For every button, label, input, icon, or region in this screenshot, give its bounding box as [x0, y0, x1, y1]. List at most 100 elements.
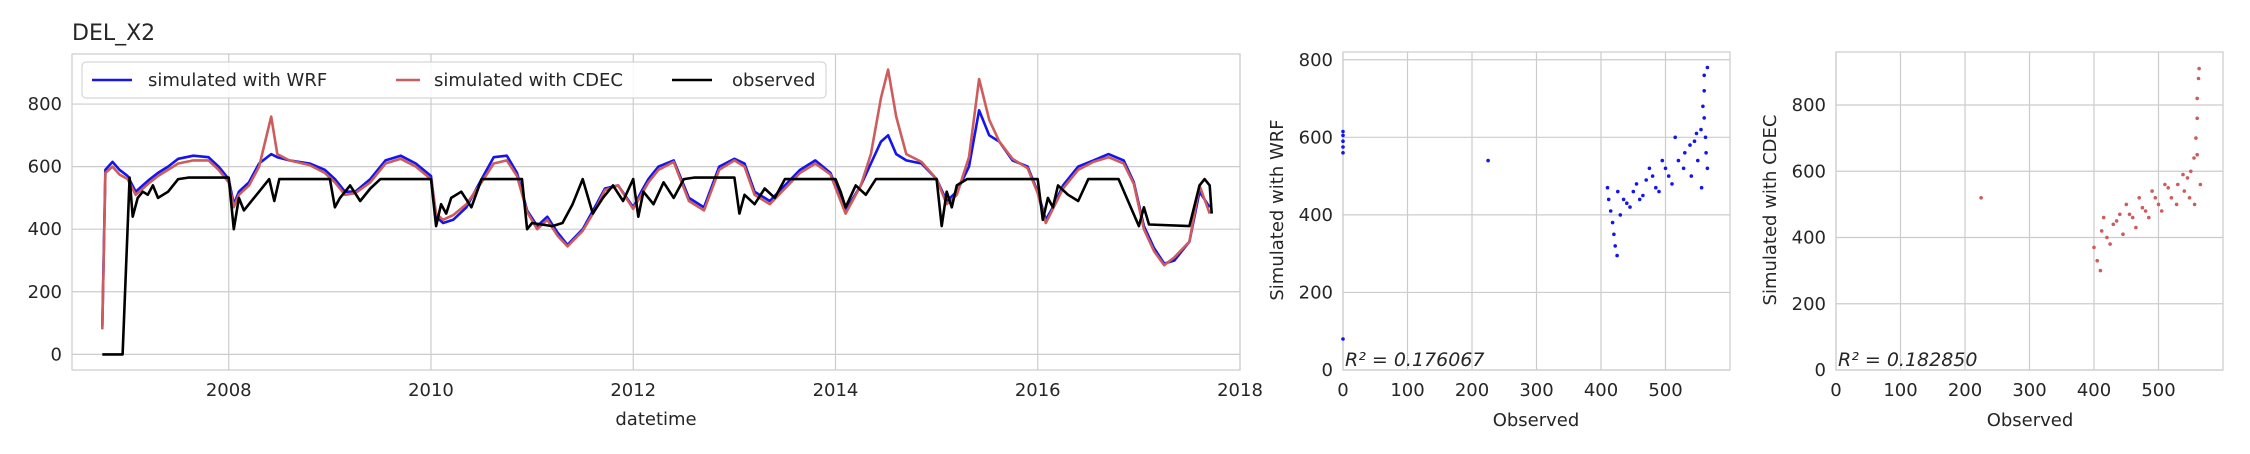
scatter-wrf-point: [1692, 139, 1697, 143]
scatter-cdec-ytick-label: 800: [1792, 95, 1826, 116]
scatter-cdec-point: [2189, 169, 2193, 174]
scatter-cdec-point: [2166, 186, 2170, 190]
scatter-wrf-point: [1341, 145, 1345, 149]
scatter-wrf-point: [1666, 174, 1671, 178]
timeseries-ytick-label: 600: [28, 157, 62, 178]
scatter-wrf-ytick-label: 400: [1299, 205, 1333, 226]
scatter-wrf-point: [1704, 151, 1708, 155]
scatter-cdec-point: [2140, 205, 2145, 210]
scatter-wrf-point: [1701, 104, 1705, 109]
scatter-cdec-point: [2134, 225, 2138, 230]
scatter-cdec-xtick-label: 100: [1883, 380, 1917, 401]
scatter-cdec-ytick-label: 0: [1815, 360, 1826, 381]
scatter-cdec-point: [2192, 202, 2197, 207]
legend-label-cdec: simulated with CDEC: [434, 70, 623, 91]
scatter-wrf-ylabel: Simulated with WRF: [1267, 119, 1288, 300]
scatter-wrf-point: [1615, 253, 1619, 258]
scatter-wrf-point: [1663, 166, 1668, 171]
scatter-wrf-point: [1612, 232, 1616, 237]
scatter-cdec-point: [2127, 212, 2132, 217]
scatter-cdec-point: [2111, 222, 2116, 227]
scatter-wrf-point: [1486, 158, 1490, 163]
timeseries-panel: DEL_X2 2008 2010 2012 2014 2016 2018 0 200 400 60…: [28, 21, 1263, 430]
scatter-cdec-point: [2159, 209, 2164, 213]
scatter-cdec-point: [2182, 189, 2187, 193]
scatter-wrf-xtick-label: 200: [1455, 380, 1489, 401]
scatter-cdec-point: [2176, 182, 2180, 187]
scatter-cdec-xtick-label: 200: [1948, 380, 1982, 401]
scatter-cdec-point: [2195, 116, 2199, 121]
scatter-cdec-ylabel: Simulated with CDEC: [1760, 115, 1781, 306]
scatter-wrf-ytick-label: 800: [1299, 50, 1333, 71]
scatter-wrf-point: [1616, 189, 1620, 194]
scatter-cdec-ytick-label: 400: [1792, 228, 1826, 249]
scatter-wrf-point: [1673, 135, 1677, 140]
scatter-wrf-point: [1341, 139, 1345, 143]
scatter-cdec-point: [2124, 202, 2129, 207]
scatter-wrf-ticks: 0 100 200 300 400 500 0 200 400 600 800: [1299, 50, 1683, 401]
scatter-wrf-point: [1341, 133, 1345, 138]
scatter-wrf-point: [1696, 158, 1700, 163]
scatter-wrf-point: [1676, 158, 1681, 163]
scatter-cdec-point: [2099, 229, 2104, 233]
scatter-cdec-point: [2095, 258, 2099, 263]
scatter-cdec-frame: [1835, 51, 2224, 371]
scatter-cdec-point: [2169, 196, 2174, 200]
scatter-wrf-point: [1705, 166, 1710, 171]
scatter-wrf-point: [1625, 201, 1629, 205]
timeseries-frame: [71, 53, 1241, 371]
scatter-wrf-point: [1341, 337, 1345, 341]
scatter-cdec-point: [2174, 202, 2179, 207]
scatter-wrf-ytick-label: 0: [1322, 360, 1333, 381]
scatter-cdec-point: [2153, 196, 2158, 200]
scatter-cdec-point: [2150, 189, 2154, 193]
scatter-wrf-xtick-label: 500: [1648, 380, 1682, 401]
timeseries-xtick-label: 2010: [408, 380, 454, 401]
timeseries-title: DEL_X2: [72, 21, 155, 46]
scatter-wrf-point: [1688, 143, 1692, 147]
scatter-wrf-point: [1621, 197, 1626, 202]
scatter-wrf-point: [1606, 197, 1611, 202]
scatter-cdec-grid: [1835, 52, 2223, 371]
scatter-wrf-point: [1647, 166, 1652, 171]
scatter-cdec-point: [2105, 235, 2109, 240]
scatter-cdec-point: [2098, 268, 2103, 273]
scatter-wrf-panel: 0 100 200 300 400 500 0 200 400 600 800 R² = 0.176…: [1267, 50, 1731, 431]
scatter-cdec-point: [2092, 245, 2096, 250]
series-line-observed: [102, 176, 1213, 356]
scatter-cdec-panel: 0 100 200 300 400 500 0 200 400 600 800 R² = 0.182…: [1760, 51, 2224, 431]
scatter-wrf-point: [1703, 135, 1708, 140]
scatter-cdec-point: [2198, 182, 2203, 187]
scatter-wrf-point: [1689, 174, 1694, 178]
scatter-wrf-point: [1702, 89, 1706, 93]
timeseries-ytick-label: 400: [28, 219, 62, 240]
timeseries-xtick-label: 2014: [813, 380, 859, 401]
scatter-cdec-point: [2194, 136, 2198, 140]
scatter-wrf-point: [1650, 174, 1655, 178]
timeseries-xtick-label: 2008: [206, 380, 252, 401]
scatter-wrf-point: [1613, 244, 1617, 248]
scatter-cdec-point: [2143, 209, 2148, 213]
scatter-wrf-point: [1654, 185, 1658, 190]
scatter-wrf-point: [1694, 131, 1699, 136]
scatter-wrf-point: [1657, 189, 1661, 194]
scatter-cdec-point: [2156, 202, 2161, 207]
scatter-wrf-point: [1637, 197, 1642, 202]
timeseries-xtick-label: 2016: [1015, 380, 1061, 401]
scatter-cdec-point: [2197, 66, 2201, 71]
scatter-wrf-xtick-label: 400: [1584, 380, 1618, 401]
scatter-cdec-point: [2181, 172, 2185, 177]
scatter-wrf-point: [1699, 127, 1703, 132]
scatter-wrf-point: [1705, 65, 1710, 70]
scatter-cdec-point: [2108, 242, 2112, 246]
scatter-wrf-grid: [1342, 52, 1730, 371]
scatter-wrf-point: [1628, 205, 1632, 209]
timeseries-ytick-label: 0: [51, 344, 62, 365]
scatter-wrf-point: [1341, 129, 1345, 134]
scatter-cdec-point: [2114, 219, 2119, 223]
scatter-cdec-point: [1979, 196, 1983, 200]
timeseries-lines: [101, 68, 1213, 356]
timeseries-ytick-label: 200: [28, 282, 62, 303]
timeseries-ticks: 2008 2010 2012 2014 2016 2018 0 200 400 600 800: [28, 94, 1263, 401]
scatter-cdec-ytick-label: 200: [1792, 294, 1826, 315]
